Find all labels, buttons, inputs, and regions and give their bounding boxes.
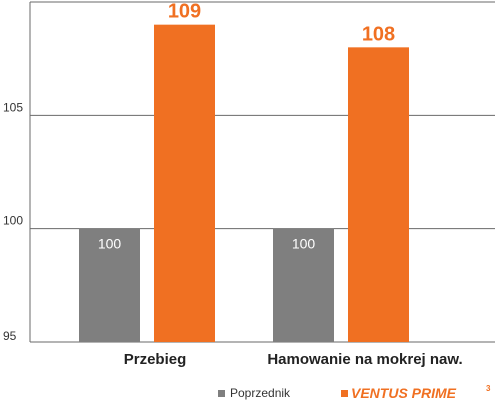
x-category-label-1: Hamowanie na mokrej naw. xyxy=(267,351,462,368)
data-label-poprzednik-1: 100 xyxy=(292,236,316,252)
data-label-ventus-1: 108 xyxy=(362,23,395,45)
legend-brand-logo: VENTUS PRIME xyxy=(351,385,457,401)
legend-swatch-poprzednik xyxy=(218,390,225,397)
x-category-label-0: Przebieg xyxy=(124,351,187,368)
bar-ventus-0 xyxy=(154,24,215,343)
legend-label-poprzednik: Poprzednik xyxy=(230,386,291,400)
bar-poprzednik-0 xyxy=(79,228,140,342)
data-label-ventus-0: 109 xyxy=(168,1,201,23)
bar-poprzednik-1 xyxy=(273,228,334,342)
y-tick-label-105: 105 xyxy=(3,100,23,114)
data-label-poprzednik-0: 100 xyxy=(98,236,122,252)
y-tick-label-110: 110 xyxy=(3,0,22,1)
y-tick-label-95: 95 xyxy=(3,329,17,343)
legend-brand-superscript: 3 xyxy=(486,384,491,393)
legend-swatch-ventus xyxy=(341,390,348,397)
y-tick-label-100: 100 xyxy=(3,214,23,228)
bar-ventus-1 xyxy=(348,47,409,342)
